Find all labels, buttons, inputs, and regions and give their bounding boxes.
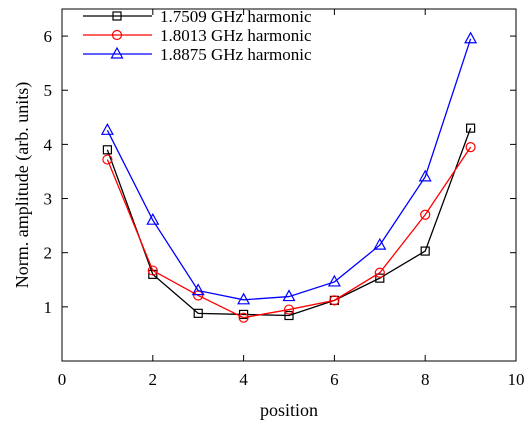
series-3 xyxy=(100,31,478,305)
y-tick-labels: 1 2 3 4 5 6 xyxy=(44,27,53,317)
data-point xyxy=(373,237,387,250)
data-point xyxy=(237,292,251,305)
data-point xyxy=(193,308,203,318)
data-point xyxy=(239,309,249,320)
y-tick-label: 2 xyxy=(44,244,53,263)
legend-item-2: 1.8013 GHz harmonic xyxy=(83,26,312,45)
data-point xyxy=(464,31,478,44)
y-tick-label: 1 xyxy=(44,298,53,317)
data-point xyxy=(375,273,385,283)
y-tick-label: 6 xyxy=(44,27,53,46)
data-point xyxy=(283,304,295,315)
plot-area xyxy=(61,8,517,362)
series-line xyxy=(106,146,472,319)
data-point xyxy=(420,209,431,220)
axis-ticks xyxy=(61,9,517,361)
y-tick-label: 4 xyxy=(44,135,53,154)
series-line xyxy=(106,38,472,301)
legend-label: 1.8875 GHz harmonic xyxy=(160,45,312,64)
data-point xyxy=(147,265,158,276)
legend-item-3: 1.8875 GHz harmonic xyxy=(83,45,312,64)
data-point xyxy=(102,154,113,165)
x-axis-label: position xyxy=(260,400,318,420)
data-point xyxy=(238,312,249,323)
legend-marker xyxy=(110,46,124,59)
data-point xyxy=(374,267,385,278)
data-point xyxy=(465,141,476,153)
data-point xyxy=(282,289,296,302)
series-line xyxy=(106,127,472,317)
data-point xyxy=(100,123,114,135)
x-tick-label: 0 xyxy=(58,370,67,389)
legend-marker xyxy=(111,29,123,41)
data-point xyxy=(327,274,341,287)
legend-item-1: 1.7509 GHz harmonic xyxy=(83,7,312,26)
data-point xyxy=(284,310,294,321)
x-tick-labels: 0 2 4 6 8 10 xyxy=(58,370,525,389)
x-tick-label: 8 xyxy=(421,370,430,389)
y-tick-label: 3 xyxy=(44,190,53,209)
x-tick-label: 4 xyxy=(239,370,248,389)
data-point xyxy=(418,169,432,182)
data-point xyxy=(191,283,205,296)
data-point xyxy=(420,246,430,256)
x-tick-label: 6 xyxy=(330,370,339,389)
data-point xyxy=(329,295,340,306)
data-point xyxy=(102,145,113,155)
data-point xyxy=(146,212,160,225)
y-axis-label: Norm. amplitude (arb. units) xyxy=(12,82,33,288)
series-1 xyxy=(102,123,476,321)
series-layer xyxy=(100,31,478,323)
legend-label: 1.8013 GHz harmonic xyxy=(160,26,312,45)
data-point xyxy=(466,123,476,133)
x-tick-label: 10 xyxy=(508,370,525,389)
y-tick-label: 5 xyxy=(44,81,53,100)
legend-label: 1.7509 GHz harmonic xyxy=(160,7,312,26)
x-tick-label: 2 xyxy=(149,370,158,389)
legend-marker xyxy=(112,11,122,21)
